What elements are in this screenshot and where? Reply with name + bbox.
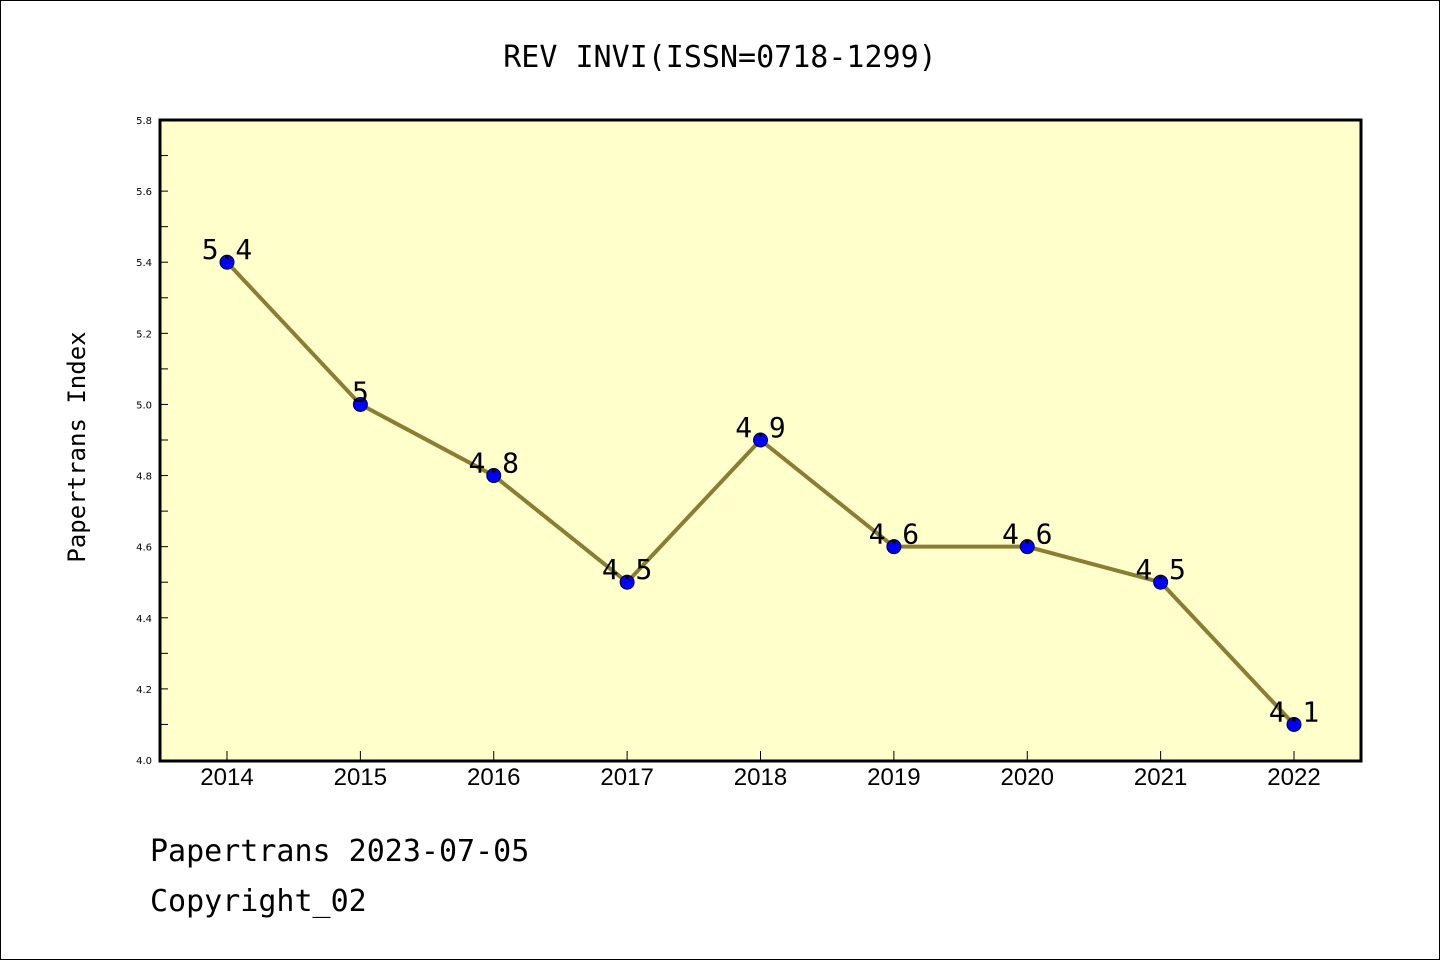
data-label: 5.4 [202, 233, 253, 266]
data-label: 4.8 [468, 447, 519, 480]
y-tick-label: 5.6 [136, 187, 152, 198]
data-label: 4.1 [1269, 695, 1320, 728]
x-tick-label: 2014 [200, 764, 253, 791]
y-tick-label: 5.8 [136, 116, 152, 127]
data-point [886, 539, 902, 555]
y-axis-label: Papertrans Index [63, 331, 91, 562]
data-point [1286, 716, 1302, 732]
data-point [352, 396, 368, 412]
data-label: 4.9 [735, 411, 786, 444]
data-point [619, 574, 635, 590]
y-tick-label: 4.2 [136, 685, 152, 696]
data-label: 5 [352, 375, 369, 408]
data-point [1019, 539, 1035, 555]
y-tick-label: 4.0 [136, 756, 152, 767]
y-tick-label: 5.0 [136, 400, 152, 411]
data-point [1153, 574, 1169, 590]
data-point [219, 254, 235, 270]
x-axis: 2014 2015 2016 2017 2018 2019 2020 2021 2022 [200, 751, 1321, 791]
footer-copyright: Copyright_02 [150, 884, 367, 919]
x-tick-label: 2020 [1001, 764, 1054, 791]
y-tick-label: 4.8 [136, 472, 152, 483]
x-tick-label: 2021 [1134, 764, 1187, 791]
y-axis: 4.0 4.2 4.4 4.6 4.8 5.0 5.2 5.4 5.6 5.8 [136, 116, 168, 767]
data-label: 4.5 [602, 553, 653, 586]
x-tick-label: 2019 [867, 764, 920, 791]
y-tick-label: 5.4 [136, 258, 152, 269]
x-tick-label: 2017 [600, 764, 653, 791]
chart-title: REV INVI(ISSN=0718-1299) [503, 40, 936, 75]
data-label: 4.5 [1135, 553, 1186, 586]
x-tick-label: 2018 [734, 764, 787, 791]
data-labels: 5.4 5 4.8 4.5 4.9 4.6 4.6 4.5 4.1 [202, 233, 1320, 728]
data-point [486, 468, 502, 484]
data-label: 4.6 [869, 518, 920, 551]
data-points [219, 254, 1302, 732]
y-tick-label: 4.6 [136, 543, 152, 554]
y-tick-label: 5.2 [136, 329, 152, 340]
x-tick-label: 2016 [467, 764, 520, 791]
x-tick-label: 2015 [334, 764, 387, 791]
x-tick-label: 2022 [1267, 764, 1320, 791]
data-point [753, 432, 768, 448]
data-label: 4.6 [1002, 518, 1053, 551]
y-tick-label: 4.4 [136, 614, 152, 625]
footer-date: Papertrans 2023-07-05 [150, 834, 530, 869]
